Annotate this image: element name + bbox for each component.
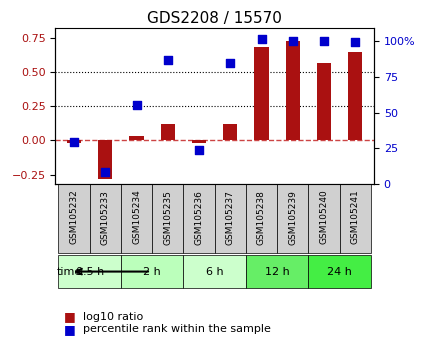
FancyBboxPatch shape [309,255,371,289]
Bar [317,63,331,141]
FancyBboxPatch shape [183,255,246,289]
Bar [192,141,206,143]
FancyBboxPatch shape [246,255,309,289]
FancyBboxPatch shape [58,255,121,289]
Text: percentile rank within the sample: percentile rank within the sample [83,324,271,334]
Text: GSM105241: GSM105241 [351,190,360,245]
FancyBboxPatch shape [121,255,183,289]
FancyBboxPatch shape [58,184,90,253]
Text: 12 h: 12 h [265,267,289,276]
Bar [98,141,112,179]
Title: GDS2208 / 15570: GDS2208 / 15570 [147,11,282,26]
FancyBboxPatch shape [309,184,340,253]
Text: ■: ■ [64,323,76,336]
FancyBboxPatch shape [121,184,152,253]
Point [320,38,327,44]
Text: GSM105233: GSM105233 [101,190,110,245]
Text: 24 h: 24 h [327,267,352,276]
Text: log10 ratio: log10 ratio [83,312,143,322]
Bar [348,52,362,141]
Point [133,102,140,108]
FancyBboxPatch shape [277,184,309,253]
FancyBboxPatch shape [340,184,371,253]
FancyBboxPatch shape [246,184,277,253]
FancyBboxPatch shape [215,184,246,253]
Text: GSM105237: GSM105237 [226,190,235,245]
Point [196,147,202,153]
FancyBboxPatch shape [152,184,183,253]
Point [352,39,359,45]
Bar [286,41,300,141]
Bar [67,141,81,143]
Point [258,36,265,42]
Text: 0.5 h: 0.5 h [76,267,104,276]
Text: time: time [57,267,82,276]
Text: GSM105234: GSM105234 [132,190,141,245]
Bar [255,47,269,141]
Point [227,60,234,65]
Point [289,38,296,44]
Text: GSM105235: GSM105235 [163,190,172,245]
Text: GSM105240: GSM105240 [320,190,329,245]
Text: 2 h: 2 h [143,267,161,276]
Bar [130,136,144,141]
Point [164,57,171,63]
Text: GSM105238: GSM105238 [257,190,266,245]
FancyBboxPatch shape [183,184,215,253]
Point [102,169,109,175]
Text: GSM105232: GSM105232 [70,190,79,245]
Point [71,139,77,145]
Bar [223,124,237,141]
Bar [161,124,175,141]
Text: ■: ■ [64,310,76,323]
Text: 6 h: 6 h [206,267,224,276]
Text: GSM105239: GSM105239 [288,190,297,245]
Text: GSM105236: GSM105236 [195,190,204,245]
FancyBboxPatch shape [90,184,121,253]
